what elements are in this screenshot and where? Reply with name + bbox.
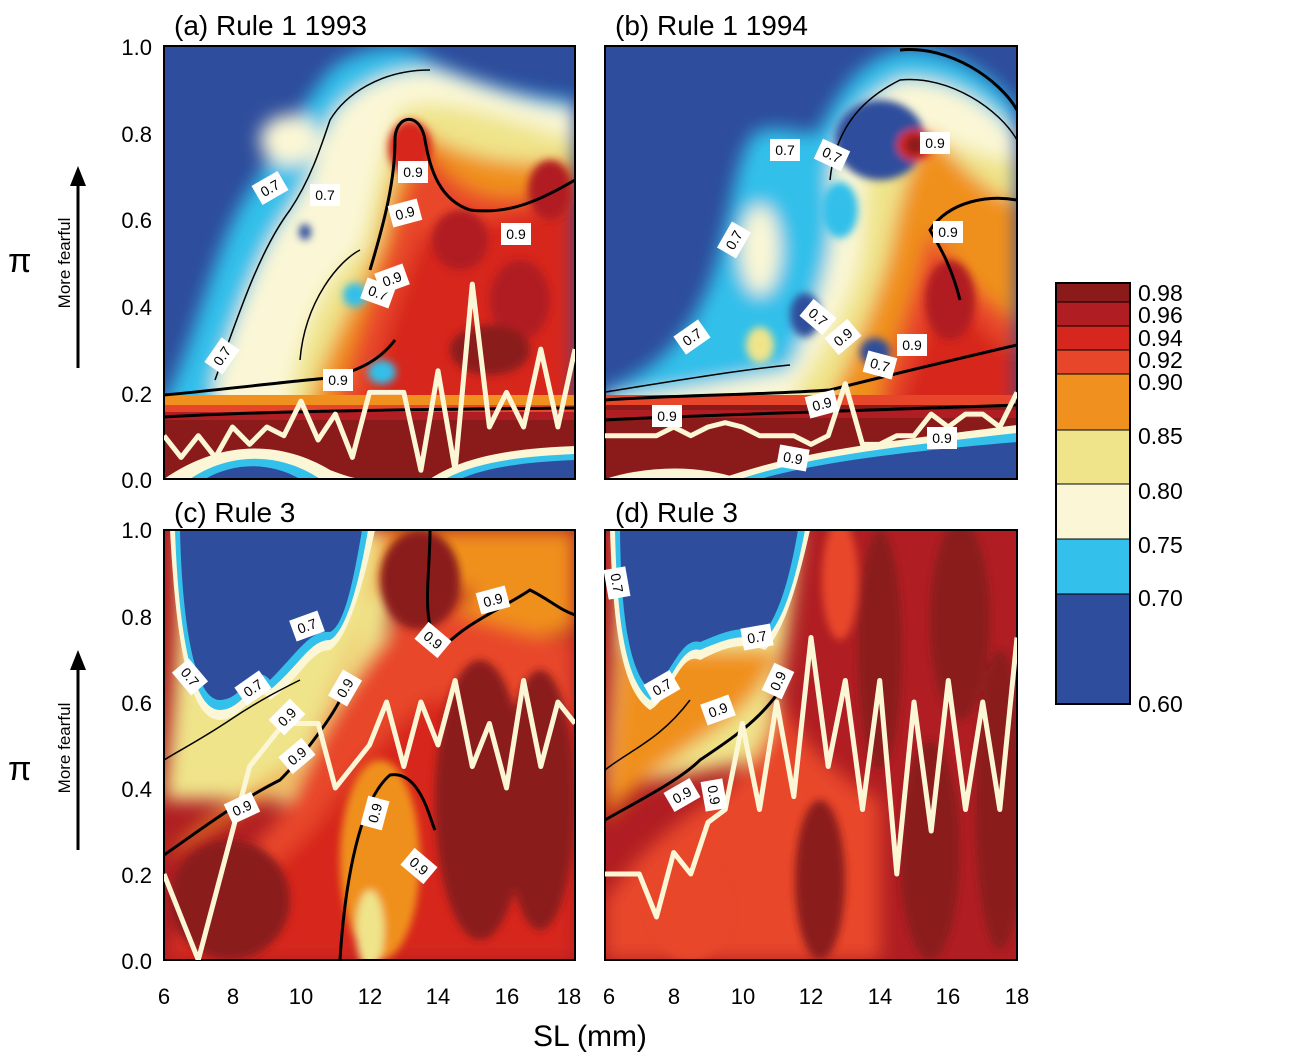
colorbar-band xyxy=(1056,430,1130,484)
arrow-up-icon xyxy=(70,166,86,186)
x-tick-label: 16 xyxy=(936,984,960,1009)
panel-a-contour-labels: 0.7 0.7 0.7 0.7 0.9 0.9 0.9 0.9 0.9 xyxy=(204,161,531,391)
colorbar-band xyxy=(1056,484,1130,539)
panel-b: 0.7 0.7 0.7 0.7 0.7 0.7 0.9 0.9 0.9 0.9 … xyxy=(604,10,1018,480)
y-tick-label: 0.6 xyxy=(121,691,152,716)
x-tick-label: 6 xyxy=(158,984,170,1009)
contour-label: 0.9 xyxy=(932,430,952,446)
x-tick-label: 10 xyxy=(731,984,755,1009)
contour-label: 0.9 xyxy=(704,784,723,806)
colorbar-label: 0.70 xyxy=(1138,585,1183,611)
panel-d-surface xyxy=(605,530,1017,960)
y-tick-label: 0.8 xyxy=(121,605,152,630)
y-tick-label: 1.0 xyxy=(121,35,152,60)
y-axis-top: 1.0 0.8 0.6 0.4 0.2 0.0 π More fearful xyxy=(8,35,152,493)
contour-label: 0.9 xyxy=(328,372,348,388)
panel-c: 0.7 0.7 0.7 0.9 0.9 0.9 0.9 0.9 0.9 0.9 … xyxy=(163,497,576,961)
arrow-up-icon xyxy=(70,650,86,670)
contour-label: 0.7 xyxy=(869,355,892,376)
y-tick-label: 0.0 xyxy=(121,468,152,493)
y-tick-label: 0.8 xyxy=(121,122,152,147)
contour-label: 0.9 xyxy=(230,797,255,820)
contour-label: 0.9 xyxy=(380,268,404,290)
y-tick-label: 1.0 xyxy=(121,518,152,543)
contour-label: 0.9 xyxy=(657,408,677,424)
panel-c-white-line xyxy=(164,678,575,960)
contour-label: 0.7 xyxy=(295,615,319,637)
contour-label: 0.9 xyxy=(938,224,958,240)
x-tick-label: 18 xyxy=(1005,984,1029,1009)
y-tick-label: 0.6 xyxy=(121,208,152,233)
x-tick-label: 12 xyxy=(799,984,823,1009)
colorbar-band xyxy=(1056,302,1130,326)
panel-d-contour-labels: 0.7 0.7 0.7 0.9 0.9 0.9 0.9 xyxy=(603,566,795,813)
x-tick-label: 10 xyxy=(289,984,313,1009)
y-tick-label: 0.4 xyxy=(121,777,152,802)
contour-label: 0.9 xyxy=(811,394,834,415)
colorbar-band xyxy=(1056,374,1130,430)
y-tick-label: 0.2 xyxy=(121,382,152,407)
contour-label: 0.9 xyxy=(782,448,804,467)
contour-label: 0.9 xyxy=(925,135,945,151)
x-tick-label: 8 xyxy=(668,984,680,1009)
colorbar: 0.98 0.96 0.94 0.92 0.90 0.85 0.80 0.75 … xyxy=(1055,280,1183,717)
contour-label: 0.9 xyxy=(403,164,423,180)
panel-d: 0.7 0.7 0.7 0.9 0.9 0.9 0.9 (d) Rule 3 xyxy=(603,497,1018,961)
colorbar-band xyxy=(1056,350,1130,374)
contour-label: 0.9 xyxy=(482,590,505,611)
x-axis-label: SL (mm) xyxy=(533,1020,647,1053)
colorbar-band xyxy=(1056,594,1130,704)
more-fearful-label: More fearful xyxy=(55,218,74,309)
colorbar-label: 0.94 xyxy=(1138,325,1183,351)
x-tick-label: 16 xyxy=(495,984,519,1009)
x-tick-label: 12 xyxy=(358,984,382,1009)
y-tick-label: 0.4 xyxy=(121,295,152,320)
contour-label: 0.9 xyxy=(902,337,922,353)
colorbar-label: 0.96 xyxy=(1138,302,1183,328)
x-tick-label: 6 xyxy=(603,984,615,1009)
x-tick-label: 14 xyxy=(868,984,892,1009)
colorbar-band xyxy=(1056,539,1130,594)
y-tick-label: 0.0 xyxy=(121,949,152,974)
contour-label: 0.9 xyxy=(506,226,526,242)
colorbar-band xyxy=(1056,326,1130,350)
contour-label: 0.7 xyxy=(607,572,626,594)
colorbar-label: 0.85 xyxy=(1138,423,1183,449)
more-fearful-label: More fearful xyxy=(55,703,74,794)
colorbar-label: 0.92 xyxy=(1138,347,1183,373)
colorbar-label: 0.98 xyxy=(1138,280,1183,306)
y-tick-label: 0.2 xyxy=(121,863,152,888)
contour-label: 0.7 xyxy=(746,627,768,646)
panel-a-surface xyxy=(164,46,575,479)
panel-d-white-line xyxy=(605,635,1017,920)
colorbar-label: 0.60 xyxy=(1138,691,1183,717)
x-tick-label: 8 xyxy=(227,984,239,1009)
contour-label: 0.7 xyxy=(820,144,845,167)
colorbar-label: 0.75 xyxy=(1138,532,1183,558)
x-tick-label: 14 xyxy=(426,984,450,1009)
x-tick-label: 18 xyxy=(557,984,581,1009)
contour-label: 0.9 xyxy=(394,203,417,224)
colorbar-band xyxy=(1056,283,1130,302)
colorbar-label: 0.80 xyxy=(1138,478,1183,504)
panel-a-white-line xyxy=(164,281,575,473)
y-axis-label: π xyxy=(8,242,31,280)
panel-b-title: (b) Rule 1 1994 xyxy=(615,10,808,41)
y-axis-bottom: 1.0 0.8 0.6 0.4 0.2 0.0 π More fearful xyxy=(8,518,152,974)
contour-label: 0.7 xyxy=(315,187,335,203)
panel-d-title: (d) Rule 3 xyxy=(615,497,738,528)
contour-label: 0.9 xyxy=(767,669,790,694)
x-axis-left: 6 8 10 12 14 16 18 xyxy=(158,984,581,1009)
contour-label: 0.9 xyxy=(365,801,386,824)
colorbar-label: 0.90 xyxy=(1138,369,1183,395)
contour-label: 0.9 xyxy=(706,699,730,721)
contour-label: 0.7 xyxy=(775,142,795,158)
panel-c-title: (c) Rule 3 xyxy=(174,497,295,528)
panel-a-title: (a) Rule 1 1993 xyxy=(174,10,367,41)
x-axis-right: 6 8 10 12 14 16 18 xyxy=(603,984,1029,1009)
y-axis-label: π xyxy=(8,750,31,788)
panel-a: 0.7 0.7 0.7 0.7 0.9 0.9 0.9 0.9 0.9 (a) … xyxy=(163,10,576,480)
